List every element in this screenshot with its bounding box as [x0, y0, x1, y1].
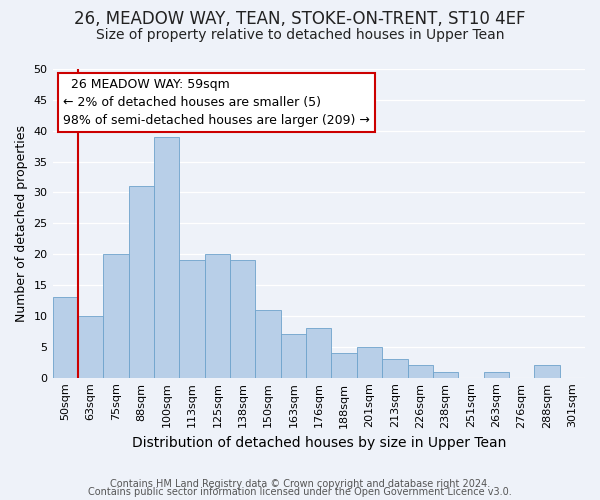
Text: 26, MEADOW WAY, TEAN, STOKE-ON-TRENT, ST10 4EF: 26, MEADOW WAY, TEAN, STOKE-ON-TRENT, ST…	[74, 10, 526, 28]
Text: Contains HM Land Registry data © Crown copyright and database right 2024.: Contains HM Land Registry data © Crown c…	[110, 479, 490, 489]
Bar	[205, 254, 230, 378]
Bar	[306, 328, 331, 378]
Bar	[382, 359, 407, 378]
Bar	[78, 316, 103, 378]
Text: Contains public sector information licensed under the Open Government Licence v3: Contains public sector information licen…	[88, 487, 512, 497]
Bar	[357, 347, 382, 378]
X-axis label: Distribution of detached houses by size in Upper Tean: Distribution of detached houses by size …	[131, 436, 506, 450]
Bar	[128, 186, 154, 378]
Bar	[407, 366, 433, 378]
Text: 26 MEADOW WAY: 59sqm
← 2% of detached houses are smaller (5)
98% of semi-detache: 26 MEADOW WAY: 59sqm ← 2% of detached ho…	[63, 78, 370, 128]
Bar	[281, 334, 306, 378]
Bar	[103, 254, 128, 378]
Text: Size of property relative to detached houses in Upper Tean: Size of property relative to detached ho…	[96, 28, 504, 42]
Bar	[179, 260, 205, 378]
Bar	[534, 366, 560, 378]
Bar	[433, 372, 458, 378]
Bar	[154, 137, 179, 378]
Bar	[256, 310, 281, 378]
Bar	[53, 298, 78, 378]
Bar	[230, 260, 256, 378]
Bar	[331, 353, 357, 378]
Bar	[484, 372, 509, 378]
Y-axis label: Number of detached properties: Number of detached properties	[15, 125, 28, 322]
